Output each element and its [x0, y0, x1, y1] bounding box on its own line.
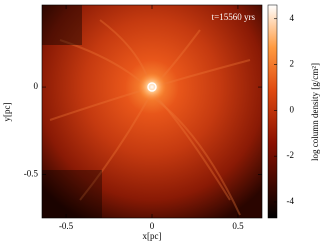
x-tick-label: 0 [150, 221, 155, 231]
y-tick-label: -0.5 [24, 168, 39, 178]
colorbar-tick-label: -2 [287, 150, 295, 160]
colorbar-tick-label: 4 [290, 13, 295, 23]
x-tick-label: -0.5 [59, 221, 74, 231]
annotation: t=15560 yrs [212, 12, 256, 22]
y-axis-label: y[pc] [2, 103, 12, 122]
x-axis-label: x[pc] [143, 231, 162, 241]
x-tick-label: 0.5 [232, 221, 244, 231]
y-tick-label: 0 [34, 81, 39, 91]
colorbar-label: log column density [g/cm²] [310, 63, 320, 161]
colorbar-tick-label: 0 [290, 104, 295, 114]
colorbar-tick-label: -4 [287, 196, 295, 206]
colorbar-tick-label: 2 [290, 59, 295, 69]
density-map [42, 5, 262, 218]
colorbar [267, 4, 278, 219]
